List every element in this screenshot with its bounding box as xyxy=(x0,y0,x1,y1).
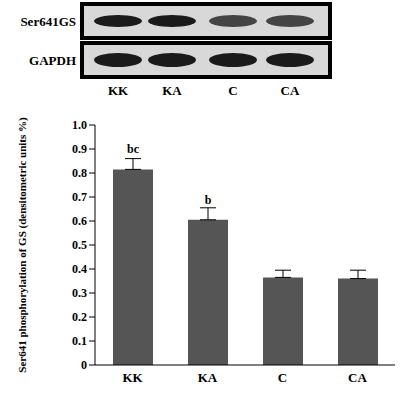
svg-text:0.2: 0.2 xyxy=(72,310,87,324)
svg-text:b: b xyxy=(205,193,212,207)
svg-text:C: C xyxy=(278,370,287,385)
svg-text:0.8: 0.8 xyxy=(72,166,87,180)
svg-text:KA: KA xyxy=(198,370,218,385)
svg-text:KA: KA xyxy=(162,83,182,98)
svg-text:0.9: 0.9 xyxy=(72,142,87,156)
svg-text:Ser641GS: Ser641GS xyxy=(20,14,76,29)
html-text:Ser641 phosphorylation of GS (: Ser641 phosphorylation of GS (densitomet… xyxy=(16,117,28,373)
svg-text:0.1: 0.1 xyxy=(72,334,87,348)
svg-text:CA: CA xyxy=(348,370,367,385)
svg-text:KK: KK xyxy=(108,83,129,98)
svg-text:KK: KK xyxy=(122,370,143,385)
svg-text:CA: CA xyxy=(281,83,300,98)
svg-text:0.6: 0.6 xyxy=(72,214,87,228)
svg-text:C: C xyxy=(228,83,237,98)
svg-text:0.5: 0.5 xyxy=(72,238,87,252)
svg-text:1.0: 1.0 xyxy=(72,118,87,132)
svg-text:0.4: 0.4 xyxy=(72,262,87,276)
svg-text:0: 0 xyxy=(81,358,87,372)
svg-text:0.7: 0.7 xyxy=(72,190,87,204)
svg-text:0.3: 0.3 xyxy=(72,286,87,300)
svg-text:bc: bc xyxy=(127,142,140,156)
svg-text:GAPDH: GAPDH xyxy=(29,53,76,68)
